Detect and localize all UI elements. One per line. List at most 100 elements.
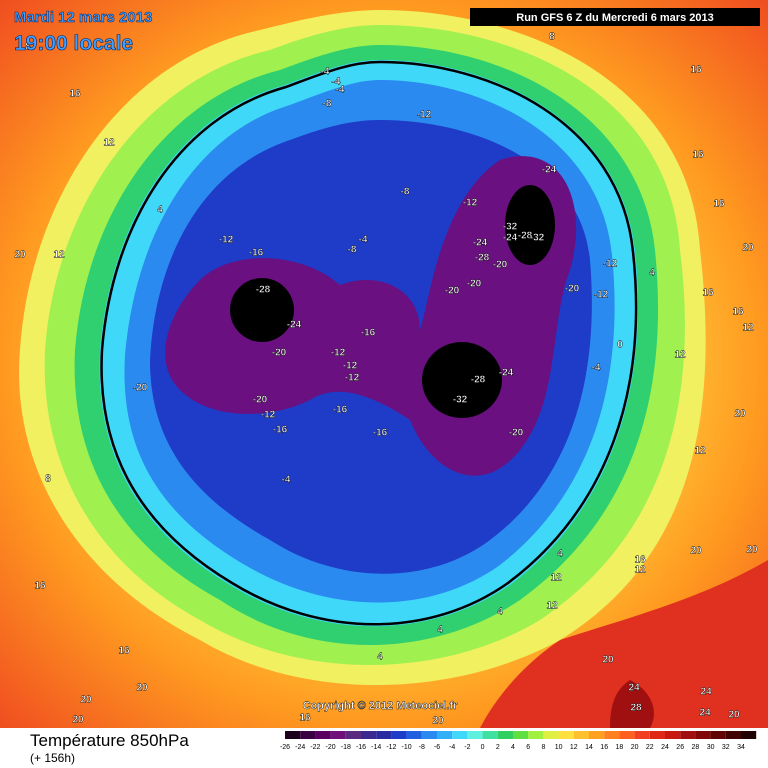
isotherm-label: -28 [518,231,533,242]
isotherm-label: -28 [471,375,486,386]
isotherm-label: 12 [546,601,558,612]
footer-title: Température 850hPa [30,731,189,750]
isotherm-label: 20 [432,716,444,727]
colorbar-cell [285,731,301,739]
isotherm-label: 4 [377,652,383,663]
colorbar-cell [710,731,726,739]
colorbar-tick-label: 22 [646,744,654,751]
colorbar-tick-label: -14 [371,744,381,751]
isotherm-label: 4 [557,549,563,560]
colorbar-tick-label: -20 [326,744,336,751]
isotherm-label: -8 [348,245,357,256]
isotherm-label: 8 [25,42,31,53]
colorbar-tick-label: -8 [419,744,425,751]
isotherm-label: 16 [299,713,311,724]
colorbar-tick-label: 24 [661,744,669,751]
isotherm-label: -28 [475,253,490,264]
colorbar-cell [421,731,437,739]
isotherm-label: -4 [592,363,601,374]
colorbar-cell [513,731,529,739]
colorbar-tick-label: -16 [356,744,366,751]
isotherm-label: -20 [565,284,580,295]
isotherm-label: 12 [694,446,706,457]
isotherm-label: 4 [437,625,443,636]
colorbar-cell [573,731,589,739]
isotherm-label: -20 [467,279,482,290]
colorbar-cell [589,731,605,739]
isotherm-label: 24 [699,708,711,719]
isotherm-label: 20 [742,243,754,254]
isotherm-label: 0 [617,340,623,351]
isotherm-label: 24 [700,687,712,698]
isotherm-label: 16 [692,150,704,161]
isotherm-label: -12 [417,110,432,121]
isotherm-label: -20 [253,395,268,406]
colorbar-cell [406,731,422,739]
isotherm-label: -20 [272,348,287,359]
colorbar: -26 -24 -22 -20 -18 -16 -14 -12 -10 -8 -6 -4 -2 0 2 4 6 8… [280,731,757,751]
isotherm-label: -12 [331,348,346,359]
isotherm-label: 12 [103,138,115,149]
isotherm-label: 4 [157,205,163,216]
isotherm-label: -20 [509,428,524,439]
isotherm-label: -4 [282,475,291,486]
colorbar-cell [345,731,361,739]
colorbar-tick-label: 26 [676,744,684,751]
colorbar-cell [437,731,453,739]
isotherm-label: -4 [321,67,330,78]
colorbar-cell [634,731,650,739]
footer-lead: (+ 156h) [30,751,75,765]
isotherm-label: -20 [445,286,460,297]
isotherm-label: 4 [649,268,655,279]
colorbar-tick-label: -24 [295,744,305,751]
run-box [470,8,760,26]
colorbar-cell [467,731,483,739]
isotherm-label: 12 [634,565,646,576]
colorbar-tick-label: 8 [541,744,545,751]
isotherm-label: 28 [630,703,642,714]
colorbar-cell [452,731,468,739]
colorbar-cell [558,731,574,739]
isotherm-label: 20 [14,250,26,261]
colorbar-tick-label: 32 [722,744,730,751]
colorbar-tick-label: -2 [464,744,470,751]
isotherm-label: -16 [273,425,288,436]
isotherm-label: 12 [742,323,754,334]
colorbar-cell [649,731,665,739]
isotherm-label: -24 [503,233,518,244]
isotherm-label: -16 [249,248,264,259]
isotherm-label: -32 [453,395,468,406]
forecast-date: Mardi 12 mars 2013 [14,9,152,26]
colorbar-tick-label: -22 [310,744,320,751]
colorbar-cell [376,731,392,739]
colorbar-tick-label: 0 [481,744,485,751]
isotherm-label: 8 [45,474,51,485]
isotherm-label: 20 [602,655,614,666]
cold-core [422,342,502,418]
isotherm-label: 16 [690,65,702,76]
colorbar-tick-label: -10 [402,744,412,751]
isotherm-label: 20 [80,695,92,706]
isotherm-label: -12 [463,198,478,209]
isotherm-label: 16 [34,581,46,592]
isotherm-label: -24 [499,368,514,379]
cold-core [505,185,555,265]
isotherm-label: -12 [261,410,276,421]
colorbar-cell [300,731,316,739]
isotherm-label: -24 [473,238,488,249]
colorbar-tick-label: -4 [449,744,455,751]
isotherm-label: 4 [497,607,503,618]
colorbar-cell [619,731,635,739]
isotherm-label: 20 [746,545,758,556]
colorbar-tick-label: -6 [434,744,440,751]
isotherm-label: 20 [728,710,740,721]
colorbar-cell [543,731,559,739]
isotherm-label: -16 [361,328,376,339]
isotherm-label: -16 [333,405,348,416]
isotherm-label: -28 [256,285,271,296]
colorbar-cell [741,731,757,739]
colorbar-tick-label: -18 [341,744,351,751]
colorbar-cell [695,731,711,739]
cold-core [230,278,294,342]
